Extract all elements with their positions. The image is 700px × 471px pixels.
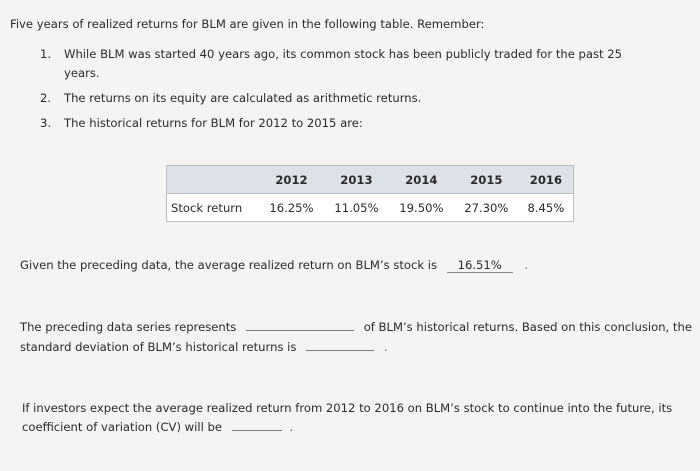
question-cv-line1: If investors expect the average realized… [22,401,673,415]
series-type-dropdown[interactable] [246,330,354,331]
table-header-row: 2012 2013 2014 2015 2016 [167,166,573,194]
header-cell [167,166,259,194]
table-cell: 11.05% [323,193,389,221]
header-cell: 2014 [405,172,438,187]
table-row: Stock return 16.25% 11.05% 19.50% 27.30%… [167,193,573,221]
header-cell: 2013 [340,172,373,187]
period: . [289,420,294,434]
table-cell: 19.50% [388,193,454,221]
average-return-answer[interactable]: 16.51% [446,258,513,273]
list-item: 1. While BLM was started 40 years ago, i… [40,45,660,83]
list-text: The returns on its equity are calculated… [64,91,422,105]
returns-table: 2012 2013 2014 2015 2016 Stock return 16… [166,165,574,222]
question-text: Given the preceding data, the average re… [20,258,438,272]
cv-dropdown[interactable] [231,430,282,431]
header-cell: 2012 [275,172,308,187]
period: . [383,340,388,354]
intro-text: Five years of realized returns for BLM a… [10,17,485,31]
question-text: The preceding data series represents [20,320,237,334]
header-cell: 2015 [470,172,503,187]
list-item: 2. The returns on its equity are calcula… [40,89,660,108]
table-cell: 27.30% [453,193,519,221]
period: . [524,258,529,272]
list-number: 1. [40,47,52,61]
header-cell: 2016 [529,172,563,187]
question-text: coefficient of variation (CV) will be [22,420,223,434]
question-text: standard deviation of BLM’s historical r… [20,340,297,354]
list-text: While BLM was started 40 years ago, its … [64,47,623,80]
list-number: 2. [40,91,52,105]
question-series-type: The preceding data series represents of … [20,320,692,334]
standard-deviation-dropdown[interactable] [306,350,375,351]
question-cv: coefficient of variation (CV) will be . [22,420,293,434]
table-cell: 8.45% [518,193,573,221]
list-number: 3. [40,116,52,130]
row-label: Stock return [167,193,259,221]
list-text: The historical returns for BLM for 2012 … [64,116,363,130]
list-item: 3. The historical returns for BLM for 20… [40,114,660,133]
table-cell: 16.25% [259,193,324,221]
question-text: of BLM’s historical returns. Based on th… [363,320,692,334]
question-standard-deviation: standard deviation of BLM’s historical r… [20,340,388,354]
question-average-return: Given the preceding data, the average re… [20,258,528,273]
remember-list: 1. While BLM was started 40 years ago, i… [40,45,660,133]
